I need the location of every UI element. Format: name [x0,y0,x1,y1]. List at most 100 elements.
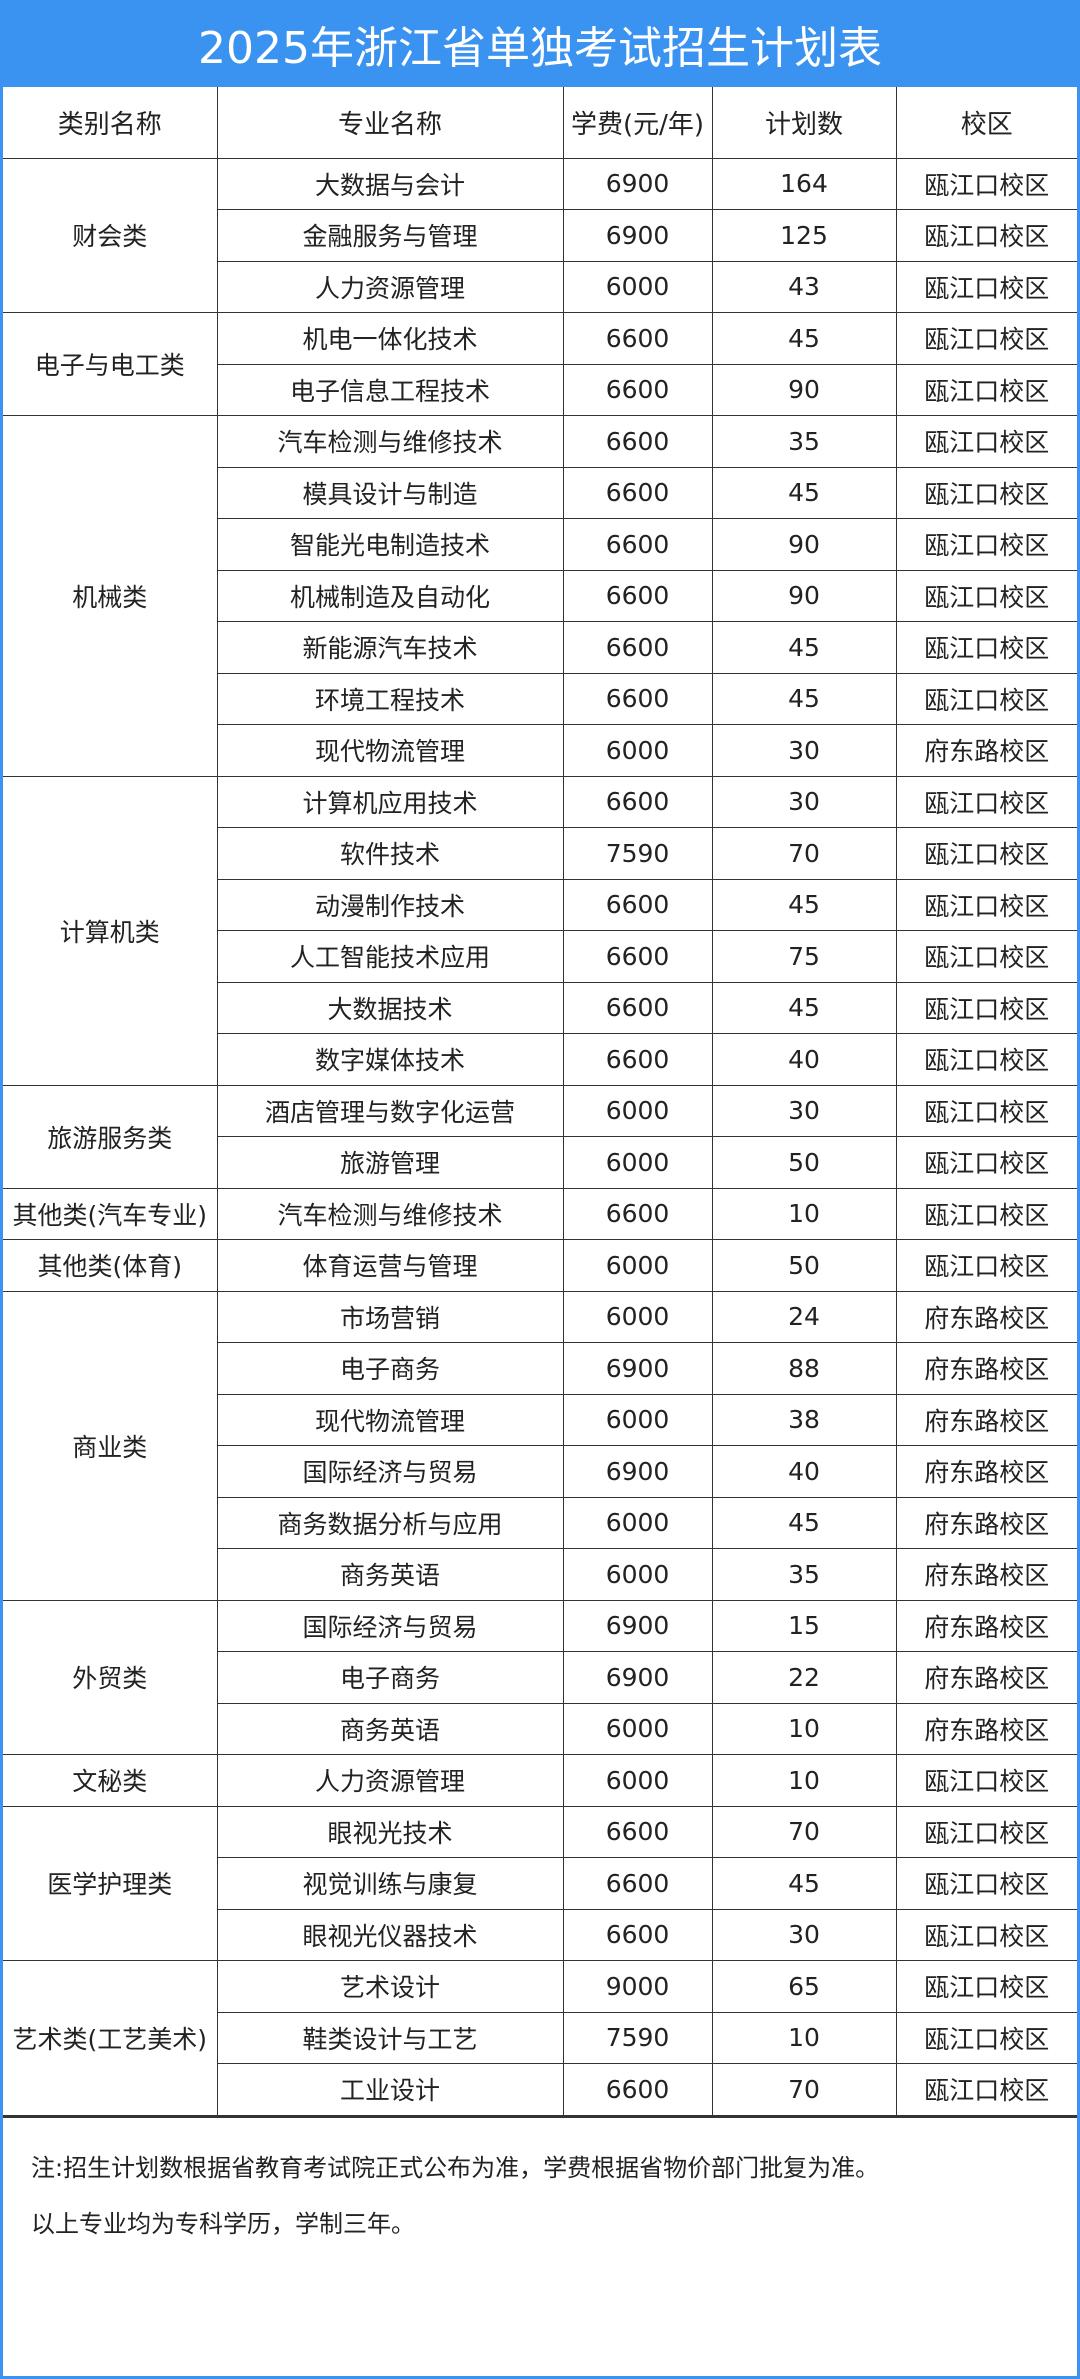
campus-cell: 瓯江口校区 [895,878,1077,931]
plan-count-cell: 24 [711,1290,897,1343]
tuition-cell: 6600 [562,363,713,416]
campus-cell: 府东路校区 [895,724,1077,777]
campus-cell: 瓯江口校区 [895,1033,1077,1086]
major-cell: 软件技术 [217,827,564,880]
footnote-line: 注:招生计划数根据省教育考试院正式公布为准，学费根据省物价部门批复为准。 [31,2153,880,2182]
tuition-cell: 6000 [562,260,713,313]
table-row: 现代物流管理 6000 30 府东路校区 [3,724,1077,777]
campus-cell: 府东路校区 [895,1342,1077,1395]
major-cell: 电子信息工程技术 [217,363,564,416]
table-row: 其他类(体育) 体育运营与管理 6000 50 瓯江口校区 [3,1239,1077,1292]
category-cell: 其他类(体育) [3,1239,218,1292]
major-cell: 商务英语 [217,1548,564,1601]
campus-cell: 瓯江口校区 [895,621,1077,674]
table-row: 商务英语 6000 10 府东路校区 [3,1702,1077,1755]
tuition-cell: 6600 [562,981,713,1034]
tuition-cell: 6900 [562,1651,713,1704]
tuition-cell: 6600 [562,466,713,519]
table-row: 旅游管理 6000 50 瓯江口校区 [3,1136,1077,1189]
table-row: 眼视光仪器技术 6600 30 瓯江口校区 [3,1908,1077,1961]
table-row: 商业类 市场营销 6000 24 府东路校区 [3,1290,1077,1601]
tuition-cell: 6000 [562,1496,713,1549]
table-row: 国际经济与贸易 6900 40 府东路校区 [3,1445,1077,1498]
plan-count-cell: 30 [711,775,897,828]
plan-count-cell: 45 [711,1857,897,1910]
major-cell: 计算机应用技术 [216,775,564,828]
major-cell: 金融服务与管理 [217,209,564,262]
plan-count-cell: 45 [711,312,897,365]
plan-count-cell: 70 [711,1805,897,1858]
major-cell: 人力资源管理 [216,1754,564,1807]
campus-cell: 瓯江口校区 [895,1908,1077,1961]
table-row: 其他类(汽车专业) 汽车检测与维修技术 6600 10 瓯江口校区 [3,1187,1077,1240]
campus-cell: 府东路校区 [895,1651,1077,1704]
major-cell: 大数据技术 [217,981,564,1034]
major-cell: 体育运营与管理 [216,1239,564,1292]
major-cell: 艺术设计 [216,1960,564,2013]
plan-count-cell: 45 [711,466,897,519]
campus-cell: 瓯江口校区 [895,672,1077,725]
plan-count-cell: 70 [711,2063,897,2116]
header-tuition: 学费(元/年) [562,87,713,159]
plan-count-cell: 45 [711,672,897,725]
campus-cell: 瓯江口校区 [895,157,1077,210]
table-row: 电子信息工程技术 6600 90 瓯江口校区 [3,363,1077,416]
tuition-cell: 6600 [562,878,713,931]
table-row: 文秘类 人力资源管理 6000 10 瓯江口校区 [3,1754,1077,1807]
footnote: 注:招生计划数根据省教育考试院正式公布为准，学费根据省物价部门批复为准。 以上专… [3,2115,1077,2274]
campus-cell: 府东路校区 [895,1702,1077,1755]
tuition-cell: 6000 [562,1084,713,1137]
plan-count-cell: 65 [711,1960,897,2013]
campus-cell: 瓯江口校区 [895,775,1077,828]
campus-cell: 瓯江口校区 [895,363,1077,416]
major-cell: 旅游管理 [217,1136,564,1189]
table-row: 商务英语 6000 35 府东路校区 [3,1548,1077,1601]
tuition-cell: 6600 [562,1033,713,1086]
campus-cell: 府东路校区 [895,1548,1077,1601]
tuition-cell: 6000 [562,724,713,777]
major-cell: 国际经济与贸易 [216,1599,564,1652]
table-row: 财会类 大数据与会计 6900 164 瓯江口校区 [3,157,1077,313]
plan-count-cell: 90 [711,518,897,571]
campus-cell: 瓯江口校区 [895,466,1077,519]
table-row: 数字媒体技术 6600 40 瓯江口校区 [3,1033,1077,1086]
campus-cell: 瓯江口校区 [895,1187,1077,1240]
tuition-cell: 6900 [562,157,713,210]
tuition-cell: 6600 [562,312,713,365]
tuition-cell: 6000 [562,1136,713,1189]
tuition-cell: 6900 [562,209,713,262]
major-cell: 工业设计 [217,2063,564,2116]
campus-cell: 府东路校区 [895,1393,1077,1446]
major-cell: 机械制造及自动化 [217,569,564,622]
table-row: 新能源汽车技术 6600 45 瓯江口校区 [3,621,1077,674]
campus-cell: 瓯江口校区 [895,312,1077,365]
table-row: 模具设计与制造 6600 45 瓯江口校区 [3,466,1077,519]
major-cell: 模具设计与制造 [217,466,564,519]
table-row: 环境工程技术 6600 45 瓯江口校区 [3,672,1077,725]
plan-count-cell: 30 [711,1908,897,1961]
footnote-line: 以上专业均为专科学历，学制三年。 [31,2209,415,2238]
campus-cell: 瓯江口校区 [895,1239,1077,1292]
tuition-cell: 6600 [562,1805,713,1858]
plan-count-cell: 90 [711,363,897,416]
plan-count-cell: 35 [711,1548,897,1601]
table-row: 旅游服务类 酒店管理与数字化运营 6000 30 瓯江口校区 [3,1084,1077,1189]
category-cell: 外贸类 [3,1599,218,1755]
campus-cell: 瓯江口校区 [895,1084,1077,1137]
major-cell: 商务英语 [217,1702,564,1755]
major-cell: 视觉训练与康复 [217,1857,564,1910]
plan-count-cell: 10 [711,1702,897,1755]
major-cell: 现代物流管理 [217,1393,564,1446]
major-cell: 大数据与会计 [216,157,564,210]
tuition-cell: 7590 [562,2011,713,2064]
tuition-cell: 6900 [562,1445,713,1498]
plan-count-cell: 45 [711,1496,897,1549]
tuition-cell: 6000 [562,1290,713,1343]
campus-cell: 瓯江口校区 [895,827,1077,880]
major-cell: 国际经济与贸易 [217,1445,564,1498]
tuition-cell: 9000 [562,1960,713,2013]
major-cell: 新能源汽车技术 [217,621,564,674]
category-cell: 财会类 [3,157,218,313]
category-cell: 商业类 [3,1290,218,1601]
